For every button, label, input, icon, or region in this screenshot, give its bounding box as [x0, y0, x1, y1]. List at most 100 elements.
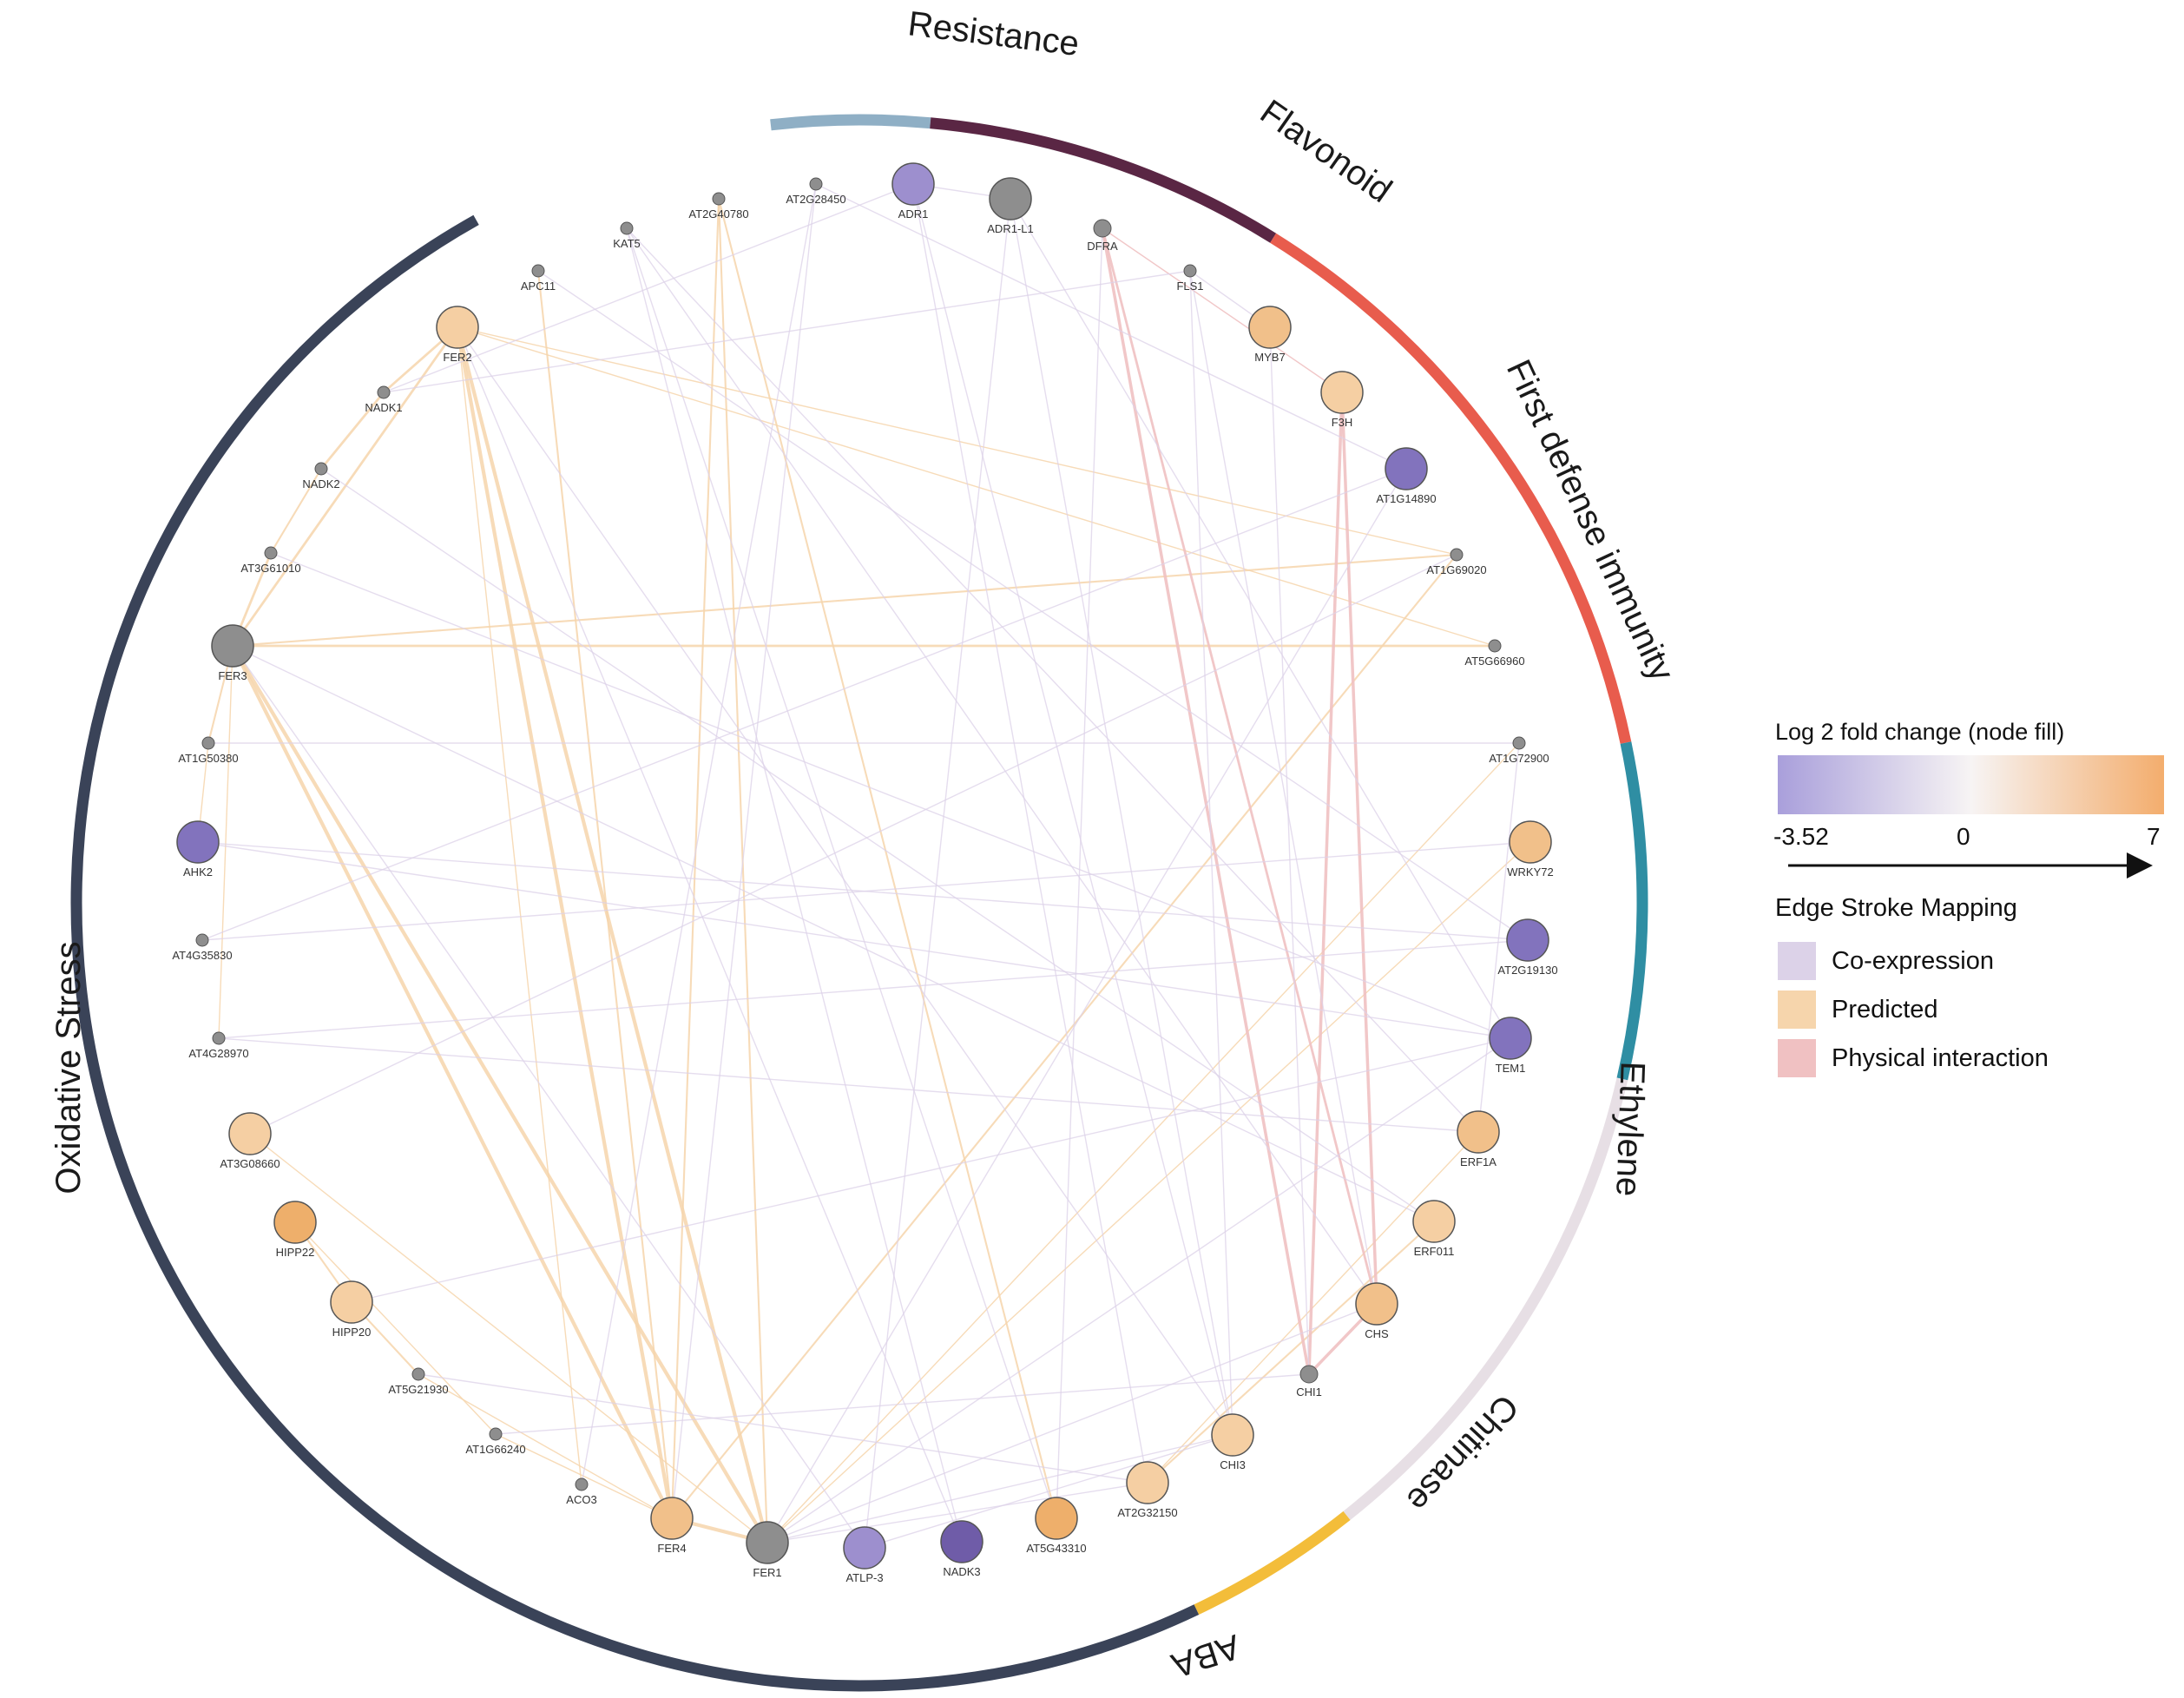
edge-at2g40780-fer1: [717, 197, 769, 1544]
node-chs[interactable]: CHS: [1355, 1282, 1398, 1340]
node-fer2[interactable]: FER2: [436, 306, 479, 364]
node-circle: [1035, 1497, 1078, 1540]
edge-legend-predicted: Predicted: [1778, 990, 1938, 1029]
node-at2g40780[interactable]: AT2G40780: [688, 192, 749, 220]
edge-dfra-f3h: [1102, 227, 1343, 393]
node-circle: [1093, 219, 1112, 238]
node-dfra[interactable]: DFRA: [1087, 219, 1118, 253]
node-label: AT3G61010: [240, 562, 300, 575]
node-nadk2[interactable]: NADK2: [302, 462, 340, 490]
node-label: MYB7: [1254, 351, 1285, 364]
node-at3g61010[interactable]: AT3G61010: [240, 546, 301, 575]
node-circle: [809, 177, 823, 191]
node-erf011[interactable]: ERF011: [1412, 1200, 1456, 1258]
arc-resistance: [770, 114, 931, 131]
node-at1g50380[interactable]: AT1G50380: [178, 736, 239, 765]
node-label: AT5G21930: [388, 1383, 448, 1396]
group-label-aba: ABA: [1167, 1627, 1245, 1685]
node-circle: [531, 264, 545, 278]
node-at2g19130[interactable]: AT2G19130: [1497, 918, 1558, 977]
edge-fer2-fer4: [455, 325, 674, 1521]
node-label: FLS1: [1176, 280, 1203, 293]
node-nadk3[interactable]: NADK3: [940, 1520, 983, 1578]
edge-at2g32150-fer1: [766, 1482, 1148, 1543]
edge-adr1-at2g32150: [912, 183, 1148, 1484]
node-at5g43310[interactable]: AT5G43310: [1026, 1497, 1087, 1555]
edge-adr1-chi3: [912, 183, 1233, 1436]
legend-title: Log 2 fold change (node fill): [1775, 719, 2064, 745]
node-circle: [489, 1427, 503, 1441]
edge-at4g28970-erf1a: [218, 1037, 1479, 1133]
node-wrky72[interactable]: WRKY72: [1507, 820, 1554, 879]
node-hipp22[interactable]: HIPP22: [273, 1201, 317, 1259]
node-chi1[interactable]: CHI1: [1296, 1365, 1322, 1399]
edge-dfra-at5g43310: [1056, 227, 1103, 1519]
arc-ethylene: [1616, 741, 1648, 1081]
node-label: AT1G66240: [465, 1443, 525, 1456]
node-label: FER4: [657, 1542, 686, 1555]
node-label: AT4G28970: [188, 1047, 248, 1060]
edge-wrky72-fer1: [766, 841, 1531, 1543]
edge-ahk2-tem1: [197, 841, 1511, 1039]
node-at1g66240[interactable]: AT1G66240: [465, 1427, 526, 1456]
node-at2g32150[interactable]: AT2G32150: [1117, 1461, 1178, 1519]
arc-first-defense-immunity: [1270, 233, 1632, 744]
node-label: NADK2: [302, 477, 339, 490]
node-hipp20[interactable]: HIPP20: [330, 1280, 373, 1339]
node-circle: [1450, 548, 1464, 562]
edges: [197, 183, 1531, 1549]
node-circle: [650, 1497, 694, 1540]
node-ahk2[interactable]: AHK2: [176, 820, 220, 879]
legend: Log 2 fold change (node fill) -3.52 0 7 …: [1773, 719, 2164, 1077]
node-at1g69020[interactable]: AT1G69020: [1426, 548, 1487, 576]
edge-at3g08660-fer1: [249, 1133, 768, 1543]
edge-fer3-at4g28970: [218, 645, 234, 1039]
node-erf1a[interactable]: ERF1A: [1457, 1110, 1500, 1168]
edge-at2g40780-fer4: [670, 197, 720, 1520]
node-at4g28970[interactable]: AT4G28970: [188, 1031, 249, 1060]
node-f3h[interactable]: F3H: [1320, 371, 1364, 429]
node-circle: [436, 306, 479, 349]
edge-legend-co-expression: Co-expression: [1778, 942, 1994, 980]
node-circle: [1385, 447, 1428, 490]
node-label: DFRA: [1087, 240, 1118, 253]
node-myb7[interactable]: MYB7: [1248, 306, 1292, 364]
node-fer4[interactable]: FER4: [650, 1497, 694, 1555]
node-label: F3H: [1332, 416, 1353, 429]
edge-tem1-at3g61010: [270, 552, 1511, 1039]
node-atlp-3[interactable]: ATLP-3: [843, 1526, 886, 1584]
node-label: AT1G72900: [1489, 752, 1549, 765]
node-at4g35830[interactable]: AT4G35830: [172, 933, 233, 962]
node-label: KAT5: [613, 237, 641, 250]
edge-legend-label: Co-expression: [1832, 947, 1994, 975]
node-at2g28450[interactable]: AT2G28450: [786, 177, 846, 206]
node-at3g08660[interactable]: AT3G08660: [220, 1112, 280, 1170]
node-fer3[interactable]: FER3: [211, 624, 254, 682]
edge-at5g43310-kat5: [626, 227, 1057, 1519]
edge-fer2-chi3: [457, 326, 1233, 1436]
legend-max-value: 7: [2147, 823, 2161, 850]
node-fer1[interactable]: FER1: [746, 1521, 789, 1579]
node-nadk1[interactable]: NADK1: [365, 385, 403, 414]
node-aco3[interactable]: ACO3: [566, 1478, 597, 1506]
node-circle: [712, 192, 726, 206]
edge-kat5-erf1a: [626, 227, 1479, 1133]
node-circle: [195, 933, 209, 947]
node-adr1[interactable]: ADR1: [891, 162, 935, 220]
node-circle: [1126, 1461, 1169, 1504]
node-at1g72900[interactable]: AT1G72900: [1489, 736, 1549, 765]
node-at1g14890[interactable]: AT1G14890: [1376, 447, 1437, 505]
node-adr1-l1[interactable]: ADR1-L1: [987, 177, 1034, 235]
node-at5g66960[interactable]: AT5G66960: [1464, 639, 1525, 668]
node-kat5[interactable]: KAT5: [613, 221, 641, 250]
node-tem1[interactable]: TEM1: [1489, 1017, 1532, 1075]
node-at5g21930[interactable]: AT5G21930: [388, 1367, 449, 1396]
legend-arrow-icon: [2127, 852, 2153, 879]
node-fls1[interactable]: FLS1: [1176, 264, 1204, 293]
edge-kat5-nadk3: [626, 227, 963, 1543]
edge-at3g08660-at1g69020: [249, 554, 1457, 1135]
node-circle: [1248, 306, 1292, 349]
node-chi3[interactable]: CHI3: [1211, 1413, 1254, 1471]
node-label: AT1G50380: [178, 752, 238, 765]
node-apc11[interactable]: APC11: [521, 264, 556, 293]
